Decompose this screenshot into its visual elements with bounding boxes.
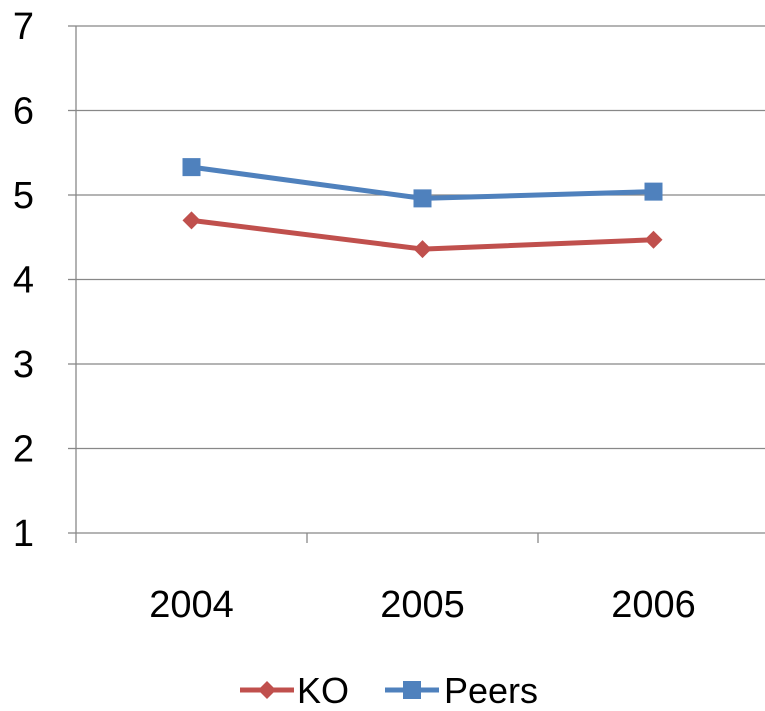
tick-labels: 1 2 3 4 5 6 7 2004 2005 2006 [13,6,696,626]
data-point-peers-2005 [413,189,432,208]
data-point-peers-2006 [644,182,663,201]
x-tick-label-2004: 2004 [149,584,234,626]
legend-swatch-marker-peers [403,681,421,699]
data-point-ko-2005 [413,240,432,259]
series-peers [182,158,663,208]
series-lines [182,158,663,259]
gridlines [76,25,765,450]
legend-label-ko: KO [297,670,349,706]
y-tick-label-3: 3 [13,344,34,386]
x-tick-label-2005: 2005 [380,584,465,626]
y-tick-label-2: 2 [13,429,34,471]
y-tick-label-7: 7 [13,6,34,48]
data-point-ko-2004 [182,211,201,230]
y-tick-label-1: 1 [13,513,34,555]
series-ko [182,211,663,259]
x-tick-label-2006: 2006 [611,584,696,626]
y-tick-label-6: 6 [13,91,34,133]
y-tick-label-4: 4 [13,260,34,302]
legend: KO Peers [240,670,538,711]
axes [68,25,765,543]
data-point-ko-2006 [644,230,663,249]
legend-label-peers: Peers [444,670,538,706]
legend-swatch-marker-ko [258,681,276,699]
y-tick-label-5: 5 [13,175,34,217]
legend-item-ko: KO [240,670,349,711]
data-point-peers-2004 [182,158,201,177]
legend-item-peers: Peers [385,670,538,711]
